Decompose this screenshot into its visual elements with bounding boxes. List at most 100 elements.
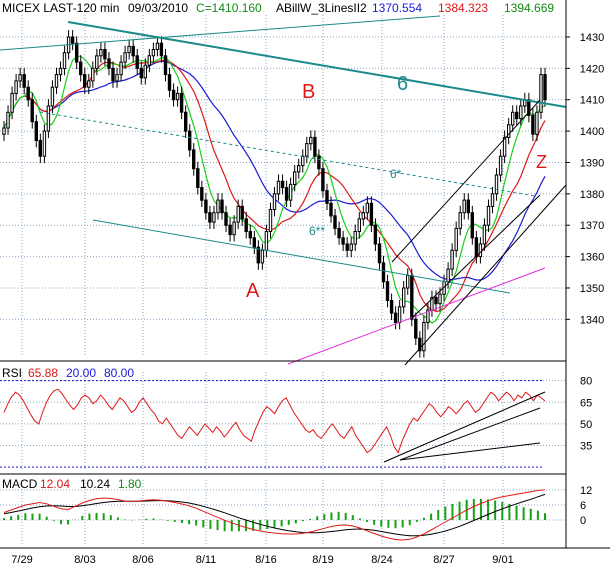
- candle-body: [171, 89, 176, 101]
- grid: [0, 15, 566, 545]
- candle-body: [511, 111, 515, 126]
- candle-body: [18, 74, 22, 82]
- channel-lower-line: [404, 184, 567, 366]
- candle-body: [54, 74, 59, 88]
- candle-body: [543, 74, 547, 101]
- candle-body: [402, 287, 406, 308]
- wave-label-a: A: [246, 280, 260, 302]
- candle-body: [83, 74, 87, 88]
- rsi-lower-ref-value: 20.00: [66, 366, 96, 380]
- candle-body: [99, 49, 103, 57]
- candle-body: [123, 52, 127, 63]
- candle-body: [325, 190, 329, 204]
- candle-body: [276, 180, 281, 195]
- candle-body: [434, 296, 438, 305]
- candle-body: [377, 243, 382, 264]
- candle-body: [79, 61, 83, 76]
- candle-body: [22, 74, 26, 88]
- candle-body: [62, 52, 67, 69]
- candle-body: [155, 42, 160, 51]
- candle-body: [135, 55, 139, 69]
- x-tick-label: 7/29: [11, 554, 32, 566]
- candle-body: [478, 243, 483, 258]
- candle-body: [462, 199, 466, 214]
- candle-body: [406, 274, 410, 289]
- candle-body: [139, 67, 144, 79]
- candle-body: [353, 231, 357, 245]
- candle-body: [103, 49, 107, 60]
- candle-body: [438, 293, 442, 305]
- candle-body: [337, 227, 341, 239]
- candle-body: [91, 67, 95, 82]
- close-label: C=1410.160: [196, 1, 262, 15]
- candle-body: [192, 149, 196, 170]
- candle-body: [38, 140, 42, 157]
- price-tick-label: 1430: [580, 32, 604, 44]
- candle-body: [414, 318, 418, 339]
- x-tick-label: 8/11: [196, 554, 217, 566]
- candle-body: [293, 171, 297, 185]
- candle-body: [490, 193, 495, 207]
- candle-body: [87, 80, 91, 88]
- indicator-red-value: 1384.323: [438, 1, 488, 15]
- candle-body: [361, 212, 366, 220]
- indicator-label: ABillW_3LinesII2: [276, 1, 367, 15]
- candle-body: [240, 205, 244, 220]
- macd-tick-label: 0: [580, 515, 586, 527]
- candle-body: [272, 193, 277, 211]
- candle-body: [535, 111, 539, 135]
- candle-body: [284, 187, 289, 201]
- rsi-tick-label: 35: [580, 441, 592, 453]
- candle-body: [341, 237, 345, 245]
- label-6-double-star: 6**: [309, 224, 325, 238]
- candle-body: [95, 55, 99, 69]
- candle-body: [167, 74, 172, 91]
- x-tick-label: 8/03: [74, 554, 95, 566]
- x-tick-label: 8/24: [371, 554, 392, 566]
- candle-body: [2, 127, 6, 135]
- candle-body: [446, 268, 450, 283]
- candle-body: [232, 221, 236, 236]
- candle-body: [357, 218, 362, 232]
- candle-body: [260, 249, 265, 264]
- histogram-value: 1.80: [118, 477, 142, 491]
- candle-body: [58, 67, 63, 76]
- wave-label-z: Z: [536, 152, 547, 172]
- candle-body: [46, 105, 51, 132]
- candle-body: [365, 202, 370, 214]
- candle-body: [50, 86, 55, 107]
- x-tick-label: 8/06: [132, 554, 153, 566]
- rsi-trendline: [399, 442, 541, 461]
- candle-body: [418, 337, 422, 352]
- symbol-label: MICEX LAST-120 min: [2, 1, 119, 15]
- signal-value: 10.24: [80, 477, 110, 491]
- label-6-star: 6*: [390, 167, 402, 181]
- candle-body: [268, 209, 273, 232]
- trendline-6: [67, 21, 567, 108]
- candle-body: [204, 199, 208, 214]
- rsi-trendline: [383, 391, 546, 463]
- candle-body: [236, 205, 240, 223]
- macd-tick-label: 12: [580, 485, 592, 497]
- candle-body: [470, 212, 475, 239]
- candle-body: [175, 92, 180, 101]
- candle-body: [34, 121, 38, 141]
- candle-body: [163, 55, 168, 76]
- candle-body: [454, 227, 458, 251]
- price-tick-label: 1420: [580, 63, 604, 75]
- x-tick-label: 8/27: [433, 554, 454, 566]
- candle-body: [288, 183, 293, 201]
- x-tick-label: 8/19: [312, 554, 333, 566]
- candle-body: [252, 237, 257, 248]
- candle-body: [519, 105, 523, 120]
- rsi-trendline: [399, 407, 541, 461]
- candle-body: [381, 262, 386, 283]
- macd-panel: [3, 489, 546, 541]
- candle-body: [188, 130, 192, 151]
- candle-body: [313, 136, 317, 157]
- candle-body: [397, 306, 402, 323]
- candle-body: [6, 111, 10, 129]
- candle-body: [494, 174, 499, 195]
- x-tick-label: 9/01: [492, 554, 513, 566]
